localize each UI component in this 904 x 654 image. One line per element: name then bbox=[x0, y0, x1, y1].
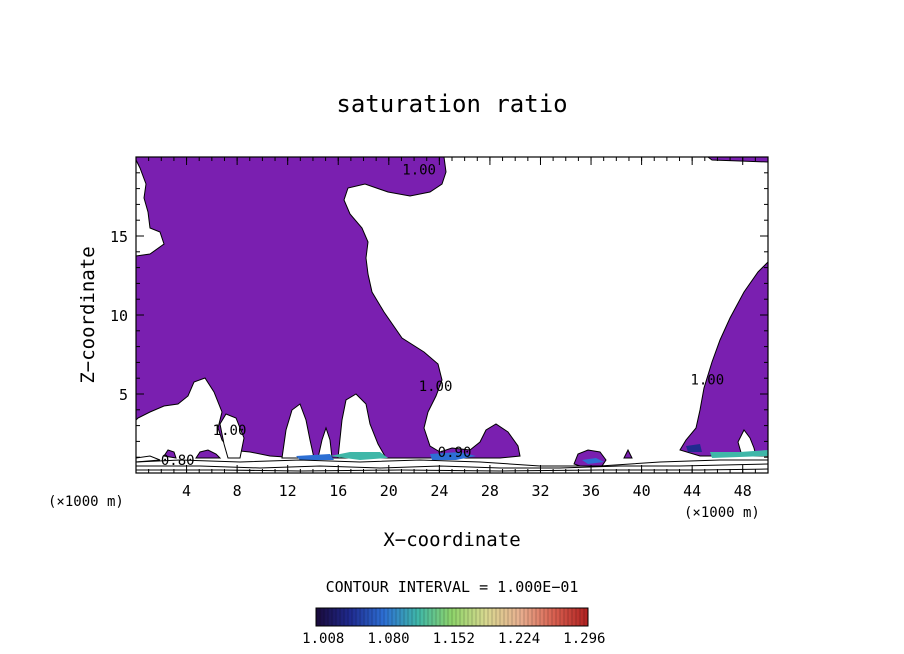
colorbar: 1.008 1.080 1.152 1.224 1.296 bbox=[302, 607, 605, 647]
x-tick-label: 16 bbox=[329, 482, 347, 500]
x-tick-label: 40 bbox=[633, 482, 651, 500]
x-tick-label: 44 bbox=[683, 482, 701, 500]
colorbar-tick-label: 1.296 bbox=[563, 631, 605, 647]
band-blue bbox=[430, 452, 476, 460]
colorbar-labels: 1.008 1.080 1.152 1.224 1.296 bbox=[302, 631, 605, 647]
contour-label: 0.90 bbox=[438, 445, 472, 461]
band-blue bbox=[686, 444, 702, 452]
gap-region bbox=[337, 393, 387, 459]
contour-label: 1.00 bbox=[690, 373, 724, 389]
contour-interval-text: CONTOUR INTERVAL = 1.000E−01 bbox=[326, 578, 579, 596]
colorbar-tick-label: 1.152 bbox=[433, 631, 475, 647]
x-tick-label: 20 bbox=[380, 482, 398, 500]
minor-ticks bbox=[135, 156, 769, 474]
y-tick-label: 15 bbox=[110, 228, 128, 246]
x-tick-label: 48 bbox=[734, 482, 752, 500]
surface-contours bbox=[136, 455, 768, 472]
x-unit-label-left: (×1000 m) bbox=[48, 494, 124, 510]
supersaturated-region-left bbox=[136, 157, 521, 459]
colorbar-tick-label: 1.008 bbox=[302, 631, 344, 647]
surface-blob bbox=[623, 448, 633, 459]
colorbar-stripes bbox=[319, 608, 585, 626]
x-tick-label: 4 bbox=[182, 482, 191, 500]
gap-region bbox=[219, 413, 245, 459]
band-teal bbox=[330, 452, 388, 460]
x-tick-label: 12 bbox=[279, 482, 297, 500]
band-blue bbox=[296, 454, 334, 460]
surface-blob bbox=[195, 449, 222, 459]
x-tick-label: 28 bbox=[481, 482, 499, 500]
band-blue bbox=[582, 458, 604, 464]
contour-label: 1.00 bbox=[402, 162, 436, 178]
x-tick-label: 32 bbox=[531, 482, 549, 500]
high-saturation-bands bbox=[296, 444, 768, 464]
y-tick-label: 5 bbox=[119, 386, 128, 404]
x-axis-label: X−coordinate bbox=[383, 529, 520, 551]
contour-labels: 1.00 1.00 1.00 1.00 0.80 0.90 bbox=[161, 162, 724, 469]
chart-title: saturation ratio bbox=[336, 90, 567, 118]
x-tick-label: 24 bbox=[430, 482, 448, 500]
surface-blob bbox=[163, 449, 177, 459]
band-teal bbox=[710, 450, 768, 458]
contour-label: 1.00 bbox=[419, 379, 453, 395]
x-tick-label: 36 bbox=[582, 482, 600, 500]
contour-label: 1.00 bbox=[213, 423, 247, 439]
colorbar-rect bbox=[315, 607, 589, 627]
colorbar-tick-label: 1.224 bbox=[498, 631, 540, 647]
y-axis-label: Z−coordinate bbox=[77, 246, 99, 383]
y-tick-label: 10 bbox=[110, 307, 128, 325]
plot-area bbox=[136, 157, 768, 473]
y-axis-ticks: 5 10 15 bbox=[110, 228, 768, 404]
contour-label: 0.80 bbox=[161, 453, 195, 469]
x-unit-label-right: (×1000 m) bbox=[684, 505, 760, 521]
supersaturated-region-top-right bbox=[707, 157, 768, 163]
colorbar-tick-label: 1.080 bbox=[367, 631, 409, 647]
x-tick-label: 8 bbox=[233, 482, 242, 500]
